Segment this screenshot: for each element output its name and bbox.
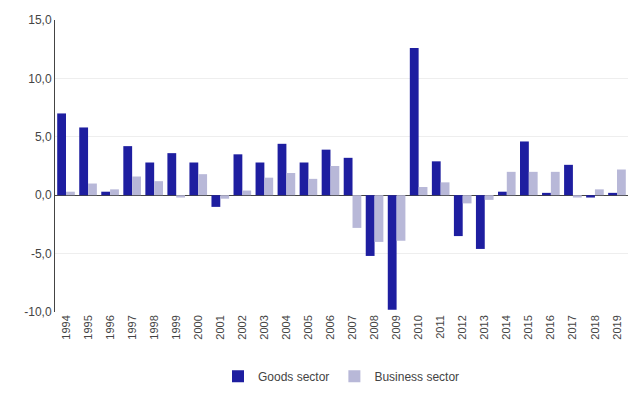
svg-text:1997: 1997 (126, 315, 138, 339)
svg-text:Goods sector: Goods sector (258, 370, 329, 384)
svg-text:-5,0: -5,0 (31, 247, 52, 261)
svg-text:2018: 2018 (589, 315, 601, 339)
svg-text:2002: 2002 (236, 315, 248, 339)
svg-text:2008: 2008 (368, 315, 380, 339)
svg-text:2016: 2016 (544, 315, 556, 339)
svg-text:1998: 1998 (148, 315, 160, 339)
svg-text:2014: 2014 (500, 315, 512, 339)
svg-text:2010: 2010 (412, 315, 424, 339)
svg-text:0,0: 0,0 (35, 188, 52, 202)
svg-text:2017: 2017 (566, 315, 578, 339)
svg-text:5,0: 5,0 (35, 130, 52, 144)
svg-text:1999: 1999 (170, 315, 182, 339)
svg-text:2009: 2009 (390, 315, 402, 339)
svg-text:2003: 2003 (258, 315, 270, 339)
svg-text:2001: 2001 (214, 315, 226, 339)
svg-text:2004: 2004 (280, 315, 292, 339)
svg-text:Business sector: Business sector (374, 370, 459, 384)
svg-text:2015: 2015 (522, 315, 534, 339)
svg-text:1994: 1994 (60, 315, 72, 339)
svg-text:2019: 2019 (611, 315, 623, 339)
svg-text:1995: 1995 (82, 315, 94, 339)
svg-text:10,0: 10,0 (28, 72, 52, 86)
svg-text:2005: 2005 (302, 315, 314, 339)
svg-text:15,0: 15,0 (28, 13, 52, 27)
svg-text:2013: 2013 (478, 315, 490, 339)
svg-text:2011: 2011 (434, 315, 446, 339)
svg-text:-10,0: -10,0 (24, 305, 52, 319)
svg-text:2007: 2007 (346, 315, 358, 339)
svg-text:2000: 2000 (192, 315, 204, 339)
svg-text:2006: 2006 (324, 315, 336, 339)
svg-text:1996: 1996 (104, 315, 116, 339)
svg-text:2012: 2012 (456, 315, 468, 339)
